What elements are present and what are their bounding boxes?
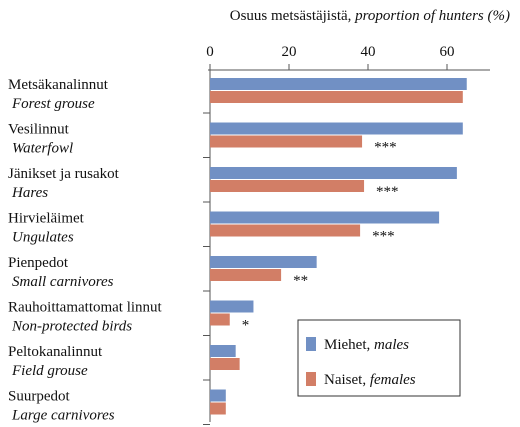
category-label-en: Ungulates: [12, 230, 74, 246]
bar: [210, 224, 361, 237]
bar: [210, 345, 236, 357]
category-label-en: Hares: [11, 185, 48, 201]
category-label-en: Field grouse: [11, 363, 88, 379]
category-label: Jänikset ja rusakot: [8, 166, 120, 182]
bar: [210, 269, 282, 281]
significance-label: **: [293, 273, 308, 289]
bar: [210, 167, 457, 179]
bar: [210, 78, 467, 90]
category-label: Vesilinnut: [8, 122, 70, 138]
category-label-en: Non-protected birds: [11, 319, 132, 335]
legend-label: Naiset, females: [324, 372, 416, 388]
x-tick-label: 60: [440, 44, 455, 60]
x-tick-label: 40: [361, 44, 376, 60]
significance-label: ***: [372, 229, 395, 245]
legend-label: Miehet, males: [324, 337, 409, 353]
bar: [210, 122, 463, 135]
category-label: Rauhoittamattomat linnut: [8, 300, 163, 316]
category-label: Peltokanalinnut: [8, 344, 103, 360]
significance-label: ***: [374, 140, 397, 156]
legend-name: Miehet,: [324, 337, 370, 353]
title-fi: Osuus metsästäjistä,: [230, 8, 352, 24]
category-label: Pienpedot: [8, 255, 69, 271]
legend-name-en: males: [374, 337, 409, 353]
bar: [210, 180, 365, 192]
bar: [210, 402, 226, 415]
category-label-en: Waterfowl: [12, 141, 73, 157]
significance-label: ***: [376, 184, 399, 200]
category-label: Hirvieläimet: [8, 211, 85, 227]
legend-swatch: [306, 337, 316, 351]
bar: [210, 300, 254, 313]
bar: [210, 389, 226, 402]
chart-title: Osuus metsästäjistä, proportion of hunte…: [230, 8, 510, 24]
legend-name-en: females: [370, 372, 416, 388]
category-label-en: Large carnivores: [11, 408, 115, 424]
x-tick-label: 20: [282, 44, 297, 60]
bar: [210, 358, 240, 370]
x-tick-label: 0: [206, 44, 214, 60]
bar: [210, 211, 440, 224]
bar: [210, 313, 230, 326]
category-label: Suurpedot: [8, 389, 70, 405]
legend-swatch: [306, 372, 316, 386]
bar: [210, 135, 363, 148]
legend-name: Naiset,: [324, 372, 366, 388]
significance-label: *: [242, 318, 250, 334]
category-label: Metsäkanalinnut: [8, 77, 109, 93]
bar: [210, 91, 463, 103]
bar: [210, 256, 317, 268]
legend-box: [297, 319, 461, 397]
category-label-en: Forest grouse: [11, 96, 95, 112]
title-en: proportion of hunters (%): [354, 8, 510, 24]
category-label-en: Small carnivores: [12, 274, 114, 290]
